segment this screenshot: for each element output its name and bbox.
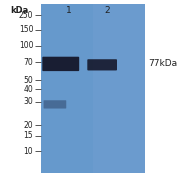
Text: 70: 70 — [24, 58, 33, 67]
Text: 15: 15 — [24, 131, 33, 140]
FancyBboxPatch shape — [42, 57, 79, 71]
Bar — [40, 4, 145, 173]
Text: 250: 250 — [19, 11, 33, 20]
Text: 40: 40 — [24, 85, 33, 94]
Text: 30: 30 — [24, 97, 33, 106]
Text: 100: 100 — [19, 41, 33, 50]
Text: 10: 10 — [24, 147, 33, 156]
Text: 150: 150 — [19, 25, 33, 34]
FancyBboxPatch shape — [44, 100, 66, 109]
Text: kDa: kDa — [10, 6, 28, 15]
Text: 50: 50 — [24, 76, 33, 85]
Text: 77kDa: 77kDa — [148, 59, 178, 68]
Text: 1: 1 — [66, 6, 72, 15]
Text: 2: 2 — [104, 6, 110, 15]
Text: 20: 20 — [24, 121, 33, 130]
Bar — [93, 4, 145, 173]
FancyBboxPatch shape — [87, 59, 117, 70]
